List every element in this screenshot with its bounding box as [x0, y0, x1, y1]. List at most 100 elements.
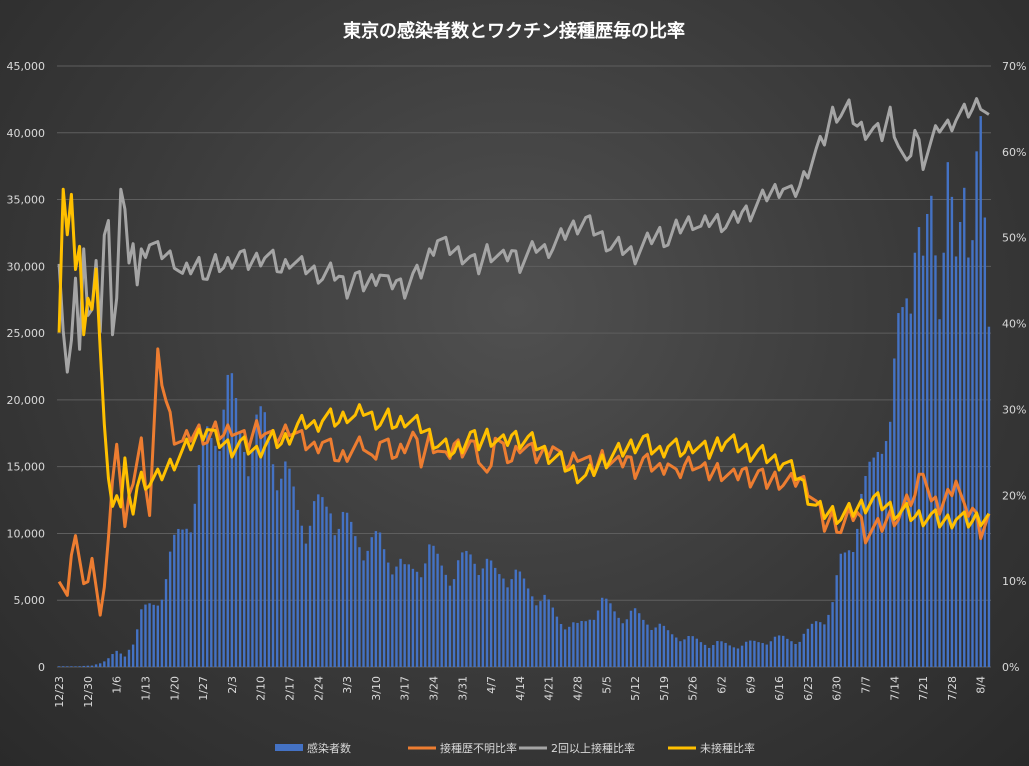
x-axis-label: 3/31: [456, 676, 469, 701]
x-axis-label: 1/13: [139, 676, 152, 701]
cases-bar: [57, 666, 61, 667]
cases-bar: [740, 645, 744, 667]
cases-bar: [144, 604, 147, 667]
cases-bar: [921, 255, 925, 667]
cases-bar: [679, 641, 682, 667]
cases-bar: [469, 554, 472, 667]
cases-bar: [963, 187, 966, 667]
cases-bar: [119, 653, 122, 667]
cases-bar: [670, 634, 674, 667]
cases-bar: [481, 568, 485, 667]
cases-bar: [888, 421, 892, 667]
cases-bar: [337, 528, 341, 667]
right-axis-label: 0%: [1002, 661, 1019, 674]
cases-bar: [234, 398, 238, 667]
x-axis-label: 12/30: [82, 676, 95, 708]
cases-bar: [370, 537, 373, 667]
cases-bar: [197, 465, 201, 667]
cases-bar: [703, 644, 707, 667]
cases-bar: [259, 406, 262, 667]
cases-bar: [280, 478, 283, 667]
cases-bar: [456, 560, 460, 667]
x-axis-label: 6/30: [831, 676, 844, 701]
x-axis-label: 3/3: [341, 676, 354, 694]
x-axis-label: 3/10: [370, 676, 383, 701]
x-axis-label: 4/7: [485, 676, 498, 694]
cases-bar: [588, 619, 592, 667]
cases-bar: [691, 636, 694, 667]
cases-bar: [938, 319, 941, 667]
cases-bar: [880, 453, 884, 667]
left-axis-label: 5,000: [14, 594, 46, 607]
cases-bar: [543, 594, 546, 667]
cases-bar: [288, 468, 291, 667]
cases-bar: [424, 563, 427, 667]
cases-bar: [642, 619, 645, 667]
x-axis-label: 12/23: [53, 676, 66, 708]
cases-bar: [983, 217, 987, 667]
cases-bar: [884, 441, 888, 667]
cases-bar: [633, 608, 637, 667]
legend-label: 未接種比率: [700, 741, 755, 755]
cases-bar: [136, 629, 139, 667]
cases-bar: [897, 313, 900, 667]
cases-bar: [744, 641, 748, 667]
cases-bar: [753, 640, 756, 667]
cases-bar: [436, 553, 439, 667]
cases-bar: [366, 550, 369, 667]
cases-bar: [131, 644, 135, 667]
cases-bar: [489, 560, 493, 667]
cases-bar: [275, 490, 279, 667]
left-axis-label: 15,000: [7, 461, 46, 474]
cases-bar: [70, 666, 73, 667]
cases-bar: [839, 553, 843, 667]
cases-bar: [444, 574, 448, 667]
cases-bar: [872, 457, 875, 667]
cases-bar: [687, 635, 690, 667]
cases-bar: [716, 641, 719, 667]
cases-bar: [374, 531, 378, 667]
cases-bar: [658, 623, 661, 667]
left-axis-label: 45,000: [7, 60, 46, 73]
cases-bar: [123, 656, 127, 667]
cases-bar: [210, 437, 213, 667]
cases-bar: [617, 617, 620, 667]
cases-bar: [506, 587, 509, 667]
cases-bar: [296, 509, 299, 667]
cases-bar: [107, 658, 110, 667]
x-axis-labels: 12/23 12/30 1/6 1/13 1/20 1/27 2/3 2/10 2/17 2/24…: [53, 676, 988, 708]
cases-bar: [584, 621, 587, 667]
x-axis-label: 6/23: [802, 676, 815, 701]
cases-bar: [777, 635, 781, 667]
cases-bar: [498, 574, 501, 667]
cases-bar: [765, 644, 768, 667]
x-axis-label: 2/3: [226, 676, 239, 694]
cases-bar: [666, 630, 670, 667]
ratio-lines: [57, 97, 991, 617]
left-axis-label: 0: [38, 661, 45, 674]
x-axis-label: 4/28: [571, 676, 584, 701]
cases-bar: [292, 486, 295, 667]
cases-bar: [485, 558, 489, 667]
cases-bar: [243, 451, 246, 667]
cases-bar: [82, 665, 85, 667]
right-axis-labels: 0% 10% 20% 30% 40% 50% 60% 70%: [1002, 60, 1026, 674]
cases-bar: [942, 252, 945, 667]
x-axis-label: 8/4: [975, 676, 988, 694]
cases-bar: [518, 571, 522, 667]
cases-bar: [773, 636, 777, 667]
cases-bar: [86, 665, 90, 667]
cases-bar: [794, 644, 797, 667]
cases-bar: [304, 543, 308, 667]
cases-bar: [140, 609, 143, 667]
cases-bar: [465, 550, 468, 667]
x-axis-label: 1/6: [111, 676, 124, 694]
cases-bar: [559, 623, 563, 667]
cases-bar: [551, 607, 555, 667]
cases-bar: [782, 635, 785, 667]
cases-bar: [152, 604, 155, 667]
cases-bar: [847, 550, 851, 667]
cases-bar: [720, 641, 723, 667]
cases-bar: [333, 535, 336, 667]
right-axis-label: 60%: [1002, 146, 1026, 159]
